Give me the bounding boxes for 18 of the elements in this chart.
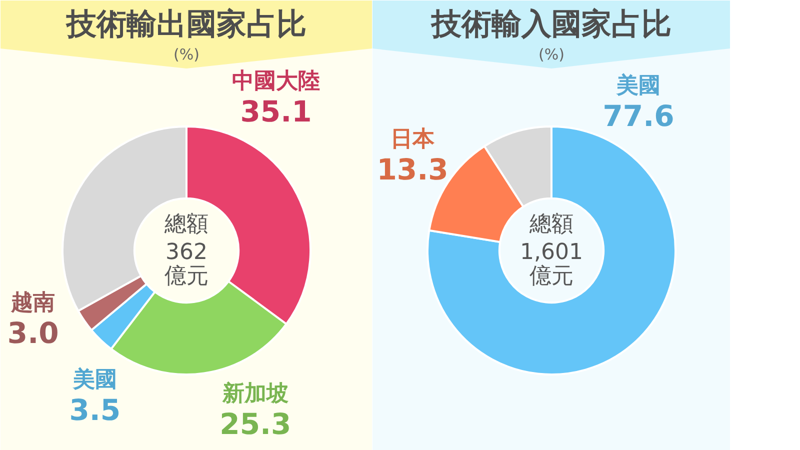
slice-label: 新加坡 — [221, 380, 288, 406]
text: 總額 362 億元 — [164, 212, 208, 289]
chart-title: 技術輸出國家占比 — [66, 7, 306, 42]
data-label: 3.0 — [7, 316, 59, 350]
slice-label: 美國 — [72, 366, 117, 392]
chart-title: 技術輸入國家占比 — [430, 7, 672, 42]
slice-label: 日本 — [390, 127, 436, 152]
chart-subtitle: (%) — [538, 46, 564, 64]
slice-label: 越南 — [10, 290, 56, 316]
chart-subtitle: (%) — [174, 46, 200, 64]
text: 總額 1,601 億元 — [520, 212, 583, 289]
slice-label: 中國大陸 — [232, 69, 320, 94]
data-label: 25.3 — [220, 406, 292, 441]
data-label: 3.5 — [69, 392, 121, 427]
data-label: 77.6 — [602, 98, 674, 133]
data-label: 35.1 — [240, 94, 312, 128]
slice-label: 美國 — [615, 72, 660, 98]
data-label: 13.3 — [376, 152, 448, 187]
